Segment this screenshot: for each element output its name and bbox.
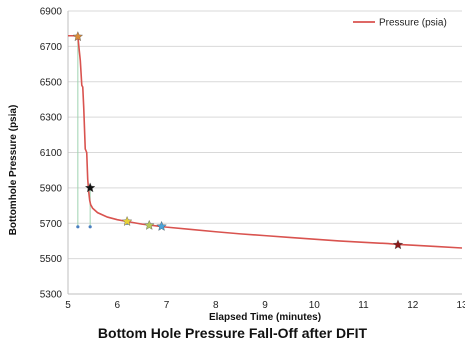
pressure-falloff-chart: 5300 5500 5700 5900 6100 6300 6500 6700 6900 5 6 7… xyxy=(8,7,465,324)
chart-axes xyxy=(67,11,462,295)
x-tick-label: 5 xyxy=(65,300,71,311)
pressure-series xyxy=(68,34,463,249)
x-tick-label: 12 xyxy=(407,300,419,311)
x-axis-label: Elapsed Time (minutes) xyxy=(209,312,321,323)
x-tick-label: 10 xyxy=(309,300,321,311)
star-marker xyxy=(84,182,96,193)
chart-legend: Pressure (psia) xyxy=(353,18,447,29)
figure-caption: Bottom Hole Pressure Fall-Off after DFIT xyxy=(97,325,368,341)
x-tick-label: 9 xyxy=(262,300,268,311)
star-marker xyxy=(392,239,404,250)
pressure-line xyxy=(68,34,463,249)
y-tick-label: 6100 xyxy=(40,148,63,159)
star-marker xyxy=(72,31,84,42)
star-marker xyxy=(144,219,155,230)
y-tick-label: 5300 xyxy=(40,290,63,301)
y-tick-label: 6300 xyxy=(40,113,63,124)
chart-gridlines xyxy=(68,10,462,295)
legend-label: Pressure (psia) xyxy=(379,18,447,29)
y-tick-label: 6500 xyxy=(40,77,63,88)
star-marker xyxy=(156,220,167,231)
x-tick-label: 11 xyxy=(358,300,369,311)
y-tick-label: 5500 xyxy=(40,254,63,265)
x-tick-label: 7 xyxy=(164,300,170,311)
y-tick-label: 6900 xyxy=(40,7,63,18)
y-tick-label: 6700 xyxy=(40,42,63,53)
star-marker xyxy=(121,215,133,226)
y-axis-ticks: 5300 5500 5700 5900 6100 6300 6500 6700 6900 xyxy=(40,7,63,301)
x-tick-label: 13 xyxy=(456,300,465,311)
x-tick-label: 8 xyxy=(213,300,219,311)
x-tick-label: 6 xyxy=(114,300,120,311)
y-tick-label: 5900 xyxy=(40,183,63,194)
x-axis-ticks: 5 6 7 8 9 10 11 12 13 xyxy=(65,300,465,311)
y-tick-label: 5700 xyxy=(40,219,63,230)
y-axis-label: Bottomhole Pressure (psia) xyxy=(8,105,19,236)
reference-point xyxy=(76,225,80,229)
reference-point xyxy=(88,225,92,229)
event-markers xyxy=(72,31,404,250)
